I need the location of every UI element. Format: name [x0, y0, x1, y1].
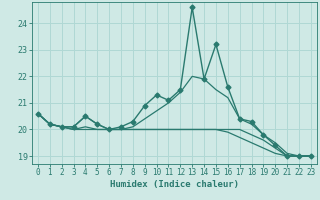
X-axis label: Humidex (Indice chaleur): Humidex (Indice chaleur) [110, 180, 239, 189]
